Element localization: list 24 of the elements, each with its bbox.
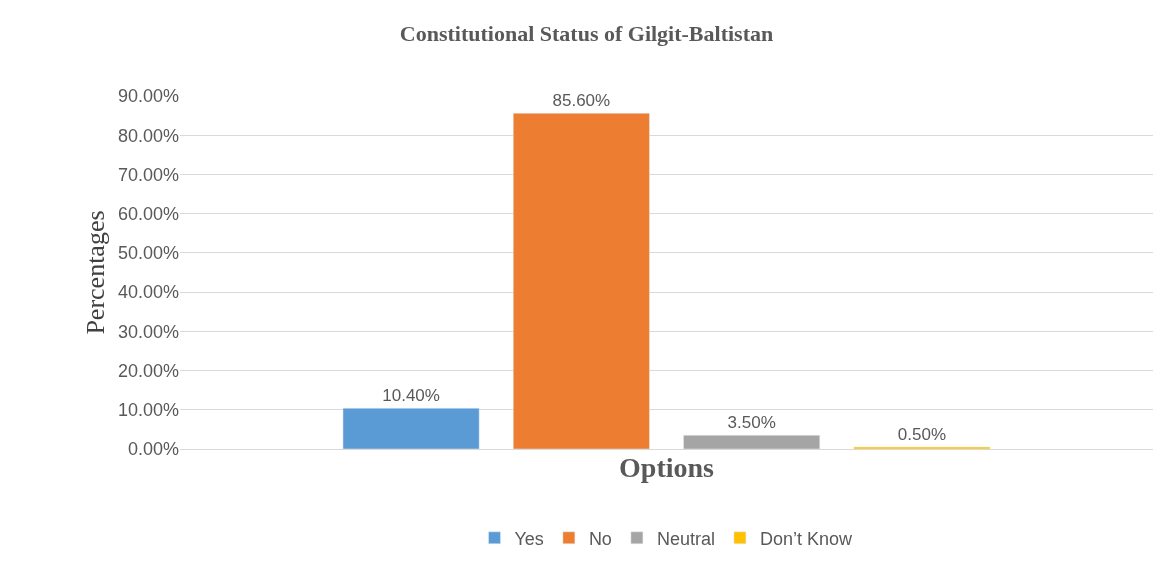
data-label: 0.50%	[897, 425, 947, 445]
bar	[683, 435, 820, 449]
bar	[342, 407, 480, 449]
y-axis-title: Percentages	[81, 210, 111, 335]
y-tick-label: 50.00%	[117, 243, 179, 264]
legend-label: Yes	[514, 528, 544, 549]
y-tick-label: 10.00%	[117, 400, 179, 421]
data-label: 3.50%	[727, 413, 776, 433]
bar	[513, 113, 650, 449]
chart-title: Constitutional Status of Gilgit-Baltistan	[399, 21, 774, 47]
y-tick-label: 30.00%	[117, 321, 179, 342]
x-axis-title: Options	[619, 451, 715, 483]
y-tick-label: 80.00%	[117, 125, 179, 146]
y-tick-label: 90.00%	[117, 86, 179, 107]
data-label: 10.40%	[382, 386, 440, 406]
legend-label: No	[588, 528, 612, 549]
data-label: 85.60%	[552, 91, 611, 111]
y-tick-label: 20.00%	[117, 360, 179, 381]
y-tick-label: 70.00%	[117, 164, 179, 185]
y-tick-label: 0.00%	[127, 439, 179, 460]
y-tick-label: 60.00%	[117, 203, 179, 224]
y-tick-label: 40.00%	[117, 282, 179, 303]
legend-label: Don’t Know	[759, 528, 853, 549]
legend-label: Neutral	[656, 528, 715, 549]
